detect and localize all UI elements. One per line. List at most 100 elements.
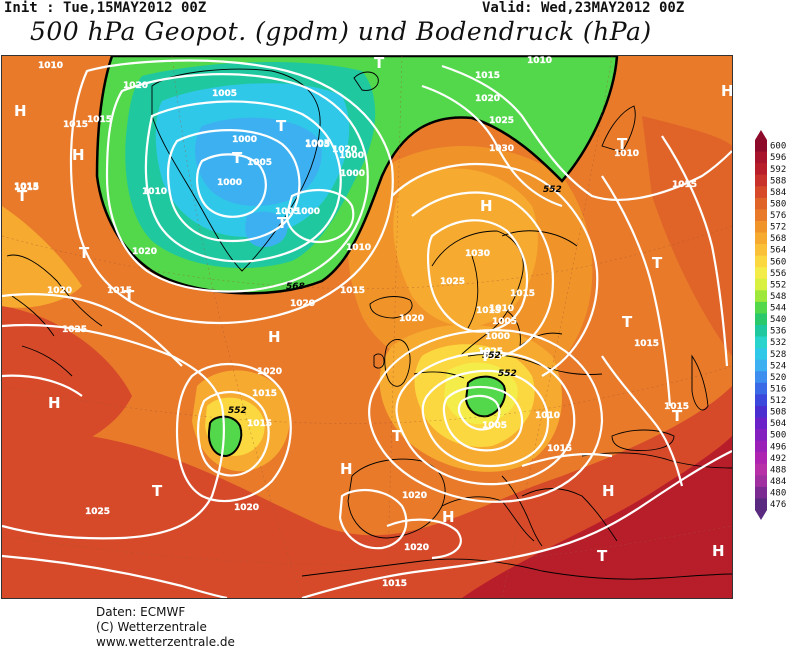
isobar-north-1015 [441,64,732,202]
coast-caspian [691,354,709,411]
isobar-labels: 1010102010151015100510001000101010051005… [14,56,697,589]
legend-label: 476 [770,500,786,510]
low-pressure-marker: T [124,287,135,305]
legend-label: 588 [770,176,786,186]
legend-label: 516 [770,384,786,394]
legend-swatch [755,486,767,499]
isobar-polar-5 [196,153,267,218]
isobar-central-low-2 [395,351,576,486]
isobar-label: 1015 [252,389,277,399]
isobar-label: 1020 [234,503,259,513]
coast-novaya [601,105,636,153]
isobar-iberia-1020b [386,518,462,560]
coast-blacksea [611,429,675,451]
isobar-label: 1015 [14,183,39,193]
isobar-label: 1015 [634,339,659,349]
low-pressure-marker: T [232,149,243,167]
low-pressure-marker: T [276,117,287,135]
isobar-label: 1020 [404,543,429,553]
legend-label: 528 [770,350,786,360]
legend-swatch [755,348,767,361]
isobar-label: 1020 [475,94,500,104]
legend-swatch [755,359,767,372]
isobar-label: 1025 [478,347,503,357]
legend-label: 480 [770,489,786,499]
low-pressure-marker: T [480,347,491,365]
isobar-east-1015 [601,175,672,407]
field-east-red [642,116,732,356]
isobar-label: 1020 [290,299,315,309]
legend-swatch [755,140,767,153]
high-pressure-marker: H [480,197,493,215]
legend-swatch [755,452,767,465]
high-pressure-marker: H [721,82,732,100]
low-pressure-marker: T [277,214,288,232]
field-sky-polar [195,117,322,206]
isobar-label: 1025 [440,277,465,287]
isobar-label: 1010 [489,304,514,314]
legend-swatch [755,255,767,268]
legend-label: 512 [770,396,786,406]
legend-label: 568 [770,234,786,244]
legend-label: 540 [770,315,786,325]
isobar-scandi-high-1 [391,163,599,377]
isobar-central-low-5 [457,394,501,431]
legend-swatch [755,278,767,291]
legend-swatch [755,313,767,326]
geopotential-label: 552 [482,351,501,361]
low-pressure-marker: T [672,407,683,425]
pressure-centers: H H T T T T T T T H H T H T T H H H T H T T T H T [14,56,732,565]
legend-swatch [755,405,767,418]
isobar-label: 1005 [305,139,330,149]
low-pressure-marker: T [79,244,90,262]
isobar-label: 1000 [340,169,365,179]
legend-swatch [755,174,767,187]
isobar-label: 1005 [492,317,517,327]
isobar-label: 1020 [123,81,148,91]
legend-swatch [755,209,767,222]
isobar-label: 1015 [340,286,365,296]
isobar-label: 1020 [402,491,427,501]
isobar-iberia-1020 [338,489,408,550]
geopotential-label: 552 [498,369,517,379]
isobar-label: 1000 [339,151,364,161]
website-link[interactable]: www.wetterzentrale.de [96,635,235,649]
high-pressure-marker: H [268,328,281,346]
legend-label: 504 [770,419,786,429]
isobar-west-1015b [2,374,83,397]
legend-swatch [755,417,767,430]
coast-africa-north [301,558,732,580]
legend-label: 596 [770,153,786,163]
low-pressure-marker: T [374,56,385,72]
legend-label: 600 [770,142,786,152]
isobar-label: 1000 [232,135,257,145]
isobar-label: 1015 [672,180,697,190]
isobar-label: 1015 [107,286,132,296]
isobar-central-low-3 [421,369,550,468]
legend-swatch [755,163,767,176]
legend-label: 536 [770,327,786,337]
isobar-label: 1025 [62,325,87,335]
isobar-label: 1010 [38,61,63,71]
isobar-label: 1020 [47,286,72,296]
low-pressure-marker: T [622,313,633,331]
high-pressure-marker: H [712,542,725,560]
isobar-label: 1010 [614,149,639,159]
isobar-label: 1030 [465,249,490,259]
field-green-west-low [207,415,243,458]
init-time: Init : Tue,15MAY2012 00Z [4,0,207,16]
isobar-label: 1000 [485,332,510,342]
high-pressure-marker: H [340,460,353,478]
coast-iceland [369,296,413,319]
legend-arrow-bottom [755,510,767,520]
legend-swatch [755,382,767,395]
isobar-polar-4 [166,129,301,243]
isobar-label: 995 [483,352,502,362]
isobar-label: 1015 [87,115,112,125]
legend-label: 572 [770,223,786,233]
legend-label: 492 [770,454,786,464]
isobar-westhigh-1015 [196,390,270,477]
isobar-scandi-high-3 [426,219,529,333]
geopotential-label: 552 [228,406,247,416]
legend-label: 548 [770,292,786,302]
